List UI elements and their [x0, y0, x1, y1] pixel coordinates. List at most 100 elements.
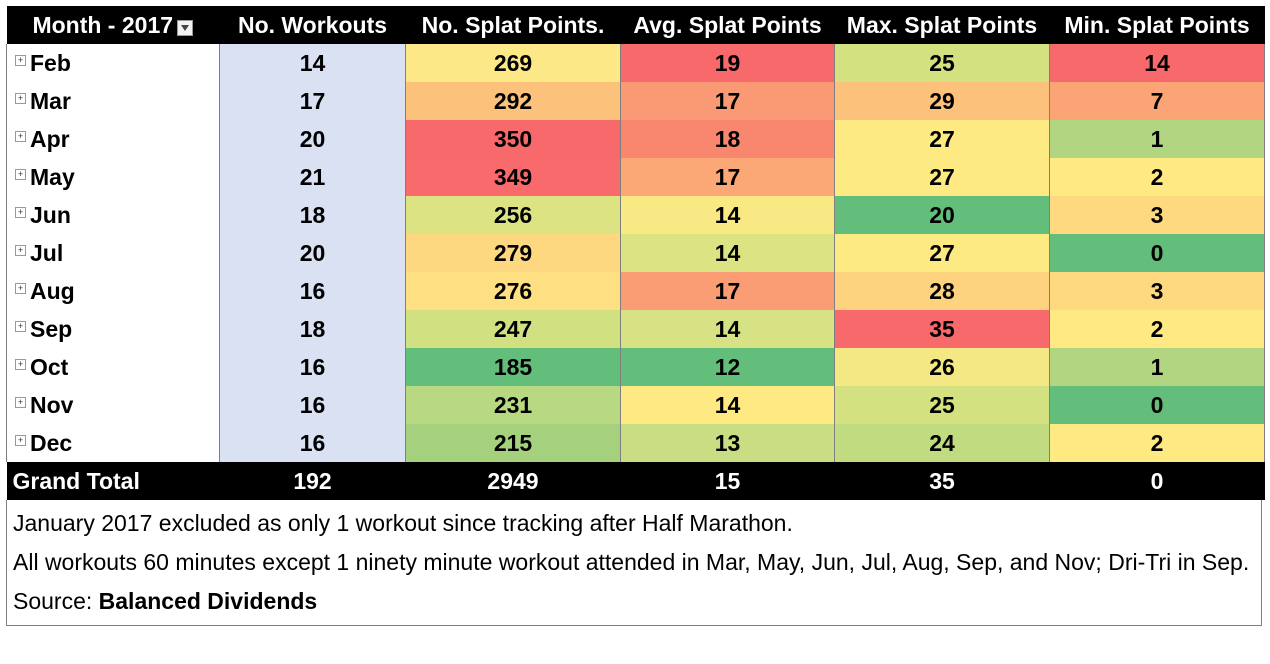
grand-total-max[interactable]: 35 [834, 462, 1050, 500]
month-cell[interactable]: + Nov [6, 386, 220, 424]
workouts-cell[interactable]: 14 [219, 44, 406, 82]
month-cell[interactable]: + Sep [6, 310, 220, 348]
month-cell[interactable]: + Jun [6, 196, 220, 234]
avg-cell[interactable]: 17 [620, 82, 835, 120]
month-cell[interactable]: + Apr [6, 120, 220, 158]
table-row: + Oct 16 185 12 26 1 [6, 348, 1265, 386]
expand-icon[interactable]: + [15, 358, 26, 370]
splat-cell[interactable]: 279 [405, 234, 621, 272]
month-column-header[interactable]: Month - 2017 [6, 6, 220, 44]
avg-cell[interactable]: 14 [620, 234, 835, 272]
workouts-cell[interactable]: 16 [219, 424, 406, 462]
month-cell[interactable]: + Feb [6, 44, 220, 82]
min-cell[interactable]: 2 [1049, 158, 1265, 196]
min-cell[interactable]: 0 [1049, 386, 1265, 424]
avg-cell[interactable]: 18 [620, 120, 835, 158]
header-row: Month - 2017 No. Workouts No. Splat Poin… [6, 6, 1265, 44]
workouts-cell[interactable]: 20 [219, 234, 406, 272]
avg-cell[interactable]: 17 [620, 272, 835, 310]
max-cell[interactable]: 25 [834, 44, 1050, 82]
workouts-cell[interactable]: 16 [219, 348, 406, 386]
splat-cell[interactable]: 185 [405, 348, 621, 386]
month-label: May [30, 163, 75, 190]
month-cell[interactable]: + Mar [6, 82, 220, 120]
max-cell[interactable]: 26 [834, 348, 1050, 386]
note-january: January 2017 excluded as only 1 workout … [13, 510, 793, 536]
avg-cell[interactable]: 17 [620, 158, 835, 196]
splat-cell[interactable]: 292 [405, 82, 621, 120]
expand-icon[interactable]: + [15, 168, 26, 180]
min-cell[interactable]: 3 [1049, 196, 1265, 234]
avg-cell[interactable]: 14 [620, 386, 835, 424]
expand-icon[interactable]: + [15, 434, 26, 446]
avg-cell[interactable]: 14 [620, 310, 835, 348]
filter-dropdown-icon[interactable] [177, 20, 194, 37]
month-cell[interactable]: + May [6, 158, 220, 196]
avg-cell[interactable]: 19 [620, 44, 835, 82]
table-row: + Mar 17 292 17 29 7 [6, 82, 1265, 120]
month-cell[interactable]: + Aug [6, 272, 220, 310]
expand-icon[interactable]: + [15, 282, 26, 294]
splat-cell[interactable]: 215 [405, 424, 621, 462]
min-cell[interactable]: 14 [1049, 44, 1265, 82]
max-column-header[interactable]: Max. Splat Points [834, 6, 1050, 44]
table-row: + May 21 349 17 27 2 [6, 158, 1265, 196]
splat-cell[interactable]: 247 [405, 310, 621, 348]
splat-cell[interactable]: 350 [405, 120, 621, 158]
min-cell[interactable]: 1 [1049, 120, 1265, 158]
table-row: + Apr 20 350 18 27 1 [6, 120, 1265, 158]
max-cell[interactable]: 27 [834, 158, 1050, 196]
min-cell[interactable]: 2 [1049, 310, 1265, 348]
month-cell[interactable]: + Dec [6, 424, 220, 462]
splat-cell[interactable]: 256 [405, 196, 621, 234]
min-column-header[interactable]: Min. Splat Points [1049, 6, 1265, 44]
month-cell[interactable]: + Oct [6, 348, 220, 386]
workouts-cell[interactable]: 16 [219, 386, 406, 424]
splat-cell[interactable]: 349 [405, 158, 621, 196]
splat-cell[interactable]: 231 [405, 386, 621, 424]
min-cell[interactable]: 7 [1049, 82, 1265, 120]
splat-column-header[interactable]: No. Splat Points. [405, 6, 621, 44]
expand-icon[interactable]: + [15, 92, 26, 104]
expand-icon[interactable]: + [15, 206, 26, 218]
min-cell[interactable]: 0 [1049, 234, 1265, 272]
max-cell[interactable]: 29 [834, 82, 1050, 120]
grand-total-label[interactable]: Grand Total [6, 462, 220, 500]
workouts-cell[interactable]: 16 [219, 272, 406, 310]
grand-total-min[interactable]: 0 [1049, 462, 1265, 500]
workouts-cell[interactable]: 21 [219, 158, 406, 196]
grand-total-splat[interactable]: 2949 [405, 462, 621, 500]
avg-column-header[interactable]: Avg. Splat Points [620, 6, 835, 44]
expand-icon[interactable]: + [15, 396, 26, 408]
avg-cell[interactable]: 14 [620, 196, 835, 234]
expand-icon[interactable]: + [15, 54, 26, 66]
expand-icon[interactable]: + [15, 130, 26, 142]
splat-cell[interactable]: 269 [405, 44, 621, 82]
source-prefix: Source: [13, 588, 99, 614]
min-cell[interactable]: 1 [1049, 348, 1265, 386]
splat-cell[interactable]: 276 [405, 272, 621, 310]
workouts-column-header[interactable]: No. Workouts [219, 6, 406, 44]
grand-total-avg[interactable]: 15 [620, 462, 835, 500]
avg-cell[interactable]: 12 [620, 348, 835, 386]
workouts-cell[interactable]: 20 [219, 120, 406, 158]
max-cell[interactable]: 25 [834, 386, 1050, 424]
month-cell[interactable]: + Jul [6, 234, 220, 272]
max-cell[interactable]: 20 [834, 196, 1050, 234]
table-row: + Jun 18 256 14 20 3 [6, 196, 1265, 234]
max-cell[interactable]: 24 [834, 424, 1050, 462]
max-cell[interactable]: 35 [834, 310, 1050, 348]
max-cell[interactable]: 28 [834, 272, 1050, 310]
workouts-cell[interactable]: 18 [219, 310, 406, 348]
workouts-cell[interactable]: 17 [219, 82, 406, 120]
expand-icon[interactable]: + [15, 244, 26, 256]
expand-icon[interactable]: + [15, 320, 26, 332]
max-cell[interactable]: 27 [834, 234, 1050, 272]
min-cell[interactable]: 2 [1049, 424, 1265, 462]
max-cell[interactable]: 27 [834, 120, 1050, 158]
table-row: + Nov 16 231 14 25 0 [6, 386, 1265, 424]
grand-total-workouts[interactable]: 192 [219, 462, 406, 500]
min-cell[interactable]: 3 [1049, 272, 1265, 310]
avg-cell[interactable]: 13 [620, 424, 835, 462]
workouts-cell[interactable]: 18 [219, 196, 406, 234]
